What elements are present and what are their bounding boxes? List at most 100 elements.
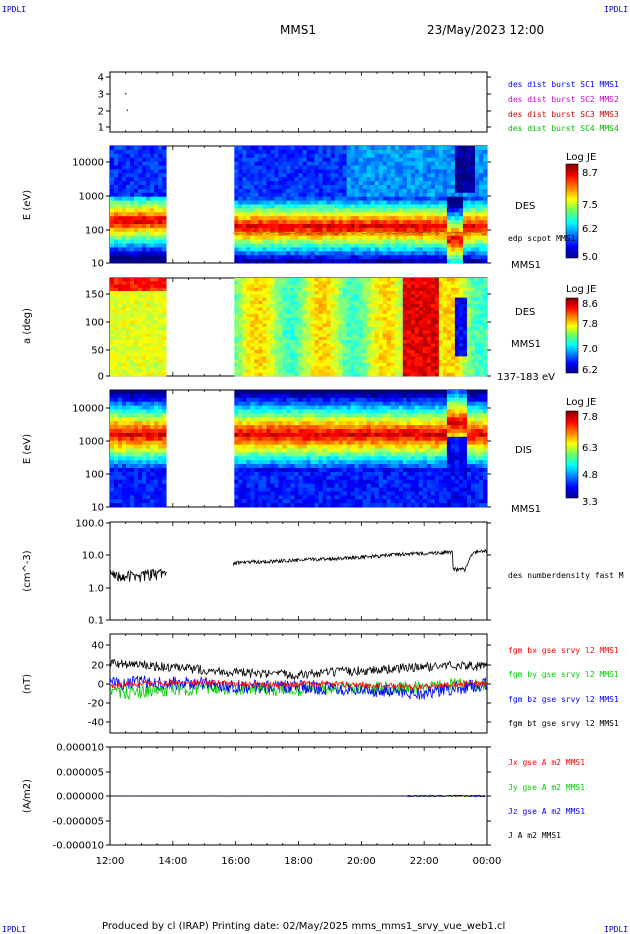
spectrogram-cell [266,181,271,186]
spectrogram-cell [134,369,139,374]
spectrogram-cell [362,181,368,186]
spectrogram-cell [390,323,396,328]
spectrogram-cell [274,212,279,217]
spectrogram-cell [390,353,396,357]
spectrogram-cell [134,204,139,209]
spectrogram-cell [358,149,364,155]
spectrogram-cell [342,173,348,178]
spectrogram-cell [386,307,392,312]
spectrogram-cell [418,157,424,162]
spectrogram-cell [246,356,251,361]
spectrogram-cell [458,304,464,308]
spectrogram-cell [450,177,456,182]
spectrogram-cell [474,330,480,334]
spectrogram-cell [314,369,319,374]
spectrogram-cell [402,146,408,151]
spectrogram-cell [122,235,127,240]
spectrogram-cell [306,216,311,221]
spectrogram-cell [374,177,380,182]
spectrogram-cell [342,372,348,377]
spectrogram-cell [426,310,432,315]
spectrogram-cell [470,231,476,237]
spectrogram-cell [254,297,259,302]
spectrogram-cell [298,200,303,205]
spectrogram-cell [338,297,344,302]
spectrogram-cell [434,227,440,233]
spectrogram-cell [402,307,408,312]
spectrogram-cell [398,220,404,225]
spectrogram-cell [282,304,287,308]
spectrogram-cell [110,340,115,344]
spectrogram-cell [258,200,263,205]
spectrogram-cell [138,313,143,318]
spectrogram-cell [366,208,372,213]
spectrogram-cell [294,307,299,312]
spectrogram-cell [346,251,352,256]
spectrogram-cell [418,362,424,367]
spectrogram-cell [426,327,432,331]
spectrogram-cell [114,336,119,341]
spectrogram-cell [158,320,163,325]
spectrogram-cell [246,304,251,308]
spectrogram-cell [466,255,472,260]
spectrogram-cell [262,287,267,292]
spectrogram-cell [130,336,135,341]
spectrogram-cell [474,177,480,182]
spectrogram-cell [250,227,255,233]
spectrogram-cell [370,185,376,190]
spectrogram-cell [250,278,255,282]
spectrogram-cell [378,169,384,174]
spectrogram-cell [246,330,251,334]
spectrogram-cell [382,297,388,302]
spectrogram-cell [422,157,428,162]
spectrogram-cell [286,216,291,221]
spectrogram-cell [294,362,299,367]
spectrogram-cell [422,362,428,367]
spectrogram-cell [346,157,352,162]
spectrogram-cell [378,356,384,361]
spectrogram-cell [354,346,360,351]
spectrogram-cell [446,330,452,334]
spectrogram-cell [458,307,464,312]
spectrogram-cell [114,313,119,318]
spectrogram-cell [374,307,380,312]
spectrogram-cell [406,304,412,308]
spectrogram-cell [450,146,456,151]
spectrogram-cell [158,239,163,244]
spectrogram-cell [146,317,151,321]
spectrogram-cell [302,220,307,225]
spectrogram-cell [278,340,283,344]
spectrogram-cell [466,247,472,252]
spectrogram-cell [158,300,163,305]
spectrogram-cell [322,146,327,151]
spectrogram-cell [322,239,327,244]
spectrogram-cell [266,291,271,295]
spectrogram-cell [286,169,291,174]
spectrogram-cell [234,313,239,318]
spectrogram-cell [466,327,472,331]
spectrogram-cell [246,323,251,328]
spectrogram-cell [322,216,327,221]
spectrogram-cell [142,224,147,229]
spectrogram-cell [290,307,295,312]
spectrogram-cell [418,153,424,159]
spectrogram-cell [466,336,472,341]
spectrogram-cell [238,333,243,338]
spectrogram-cell [422,216,428,221]
spectrogram-cell [366,336,372,341]
spectrogram-cell [394,313,400,318]
spectrogram-cell [330,349,335,354]
spectrogram-cell [270,323,275,328]
spectrogram-cell [358,294,364,298]
spectrogram-cell [430,177,436,182]
spectrogram-cell [270,320,275,325]
spectrogram-cell [342,362,348,367]
spectrogram-cell [246,185,251,190]
spectrogram-cell [142,369,147,374]
spectrogram-cell [266,366,271,370]
spectrogram-cell [286,287,291,292]
spectrogram-cell [406,323,412,328]
spectrogram-cell [134,346,139,351]
spectrogram-cell [330,330,335,334]
spectrogram-cell [410,333,416,338]
